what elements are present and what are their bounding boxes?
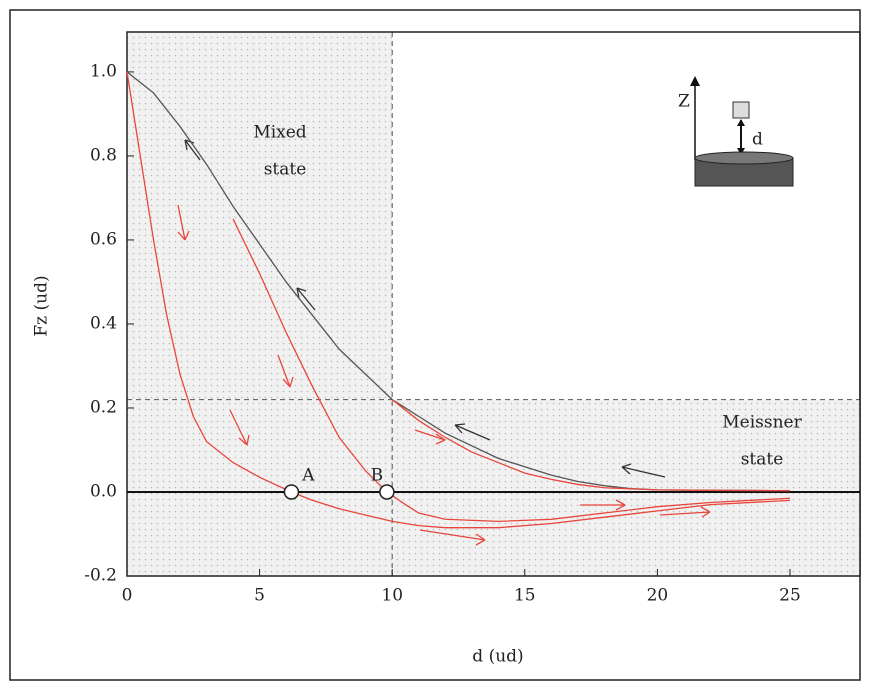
y-tick-label: 0.2 bbox=[90, 397, 117, 417]
y-tick-label: 1.0 bbox=[90, 61, 117, 81]
inset: Z d bbox=[678, 76, 794, 187]
shaded-regions bbox=[127, 32, 860, 576]
inset-z: Z bbox=[678, 92, 690, 112]
point-label: B bbox=[371, 465, 384, 485]
point bbox=[379, 484, 395, 500]
curve bbox=[126, 71, 791, 529]
x-tick-label: 15 bbox=[514, 586, 536, 606]
curve bbox=[232, 218, 791, 523]
region-label: state bbox=[264, 160, 307, 180]
x-tick-label: 20 bbox=[647, 586, 669, 606]
y-tick-label: 0.4 bbox=[90, 313, 117, 333]
x-tick-label: 25 bbox=[779, 586, 801, 606]
x-tick-label: 0 bbox=[122, 586, 133, 606]
shaded-region bbox=[127, 32, 860, 576]
region-label: Meissner bbox=[722, 413, 802, 433]
y-tick-label: 0.8 bbox=[90, 145, 117, 165]
plot-frame bbox=[126, 31, 861, 577]
x-axis-label: d (ud) bbox=[472, 647, 523, 667]
x-tick-label: 5 bbox=[254, 586, 265, 606]
y-axis-label: Fz (ud) bbox=[32, 275, 52, 336]
point-label: A bbox=[301, 465, 315, 485]
point bbox=[283, 484, 300, 500]
y-tick-label: 0.6 bbox=[90, 229, 117, 249]
arrows bbox=[177, 139, 711, 546]
curve bbox=[126, 71, 790, 492]
x-tick-label: 10 bbox=[381, 586, 403, 606]
region-label: Mixed bbox=[253, 123, 306, 143]
region-label: state bbox=[741, 450, 784, 470]
curve bbox=[391, 399, 790, 492]
y-tick-label: -0.2 bbox=[84, 566, 117, 586]
y-tick-label: 0.0 bbox=[90, 481, 117, 501]
inset-d: d bbox=[752, 130, 763, 150]
